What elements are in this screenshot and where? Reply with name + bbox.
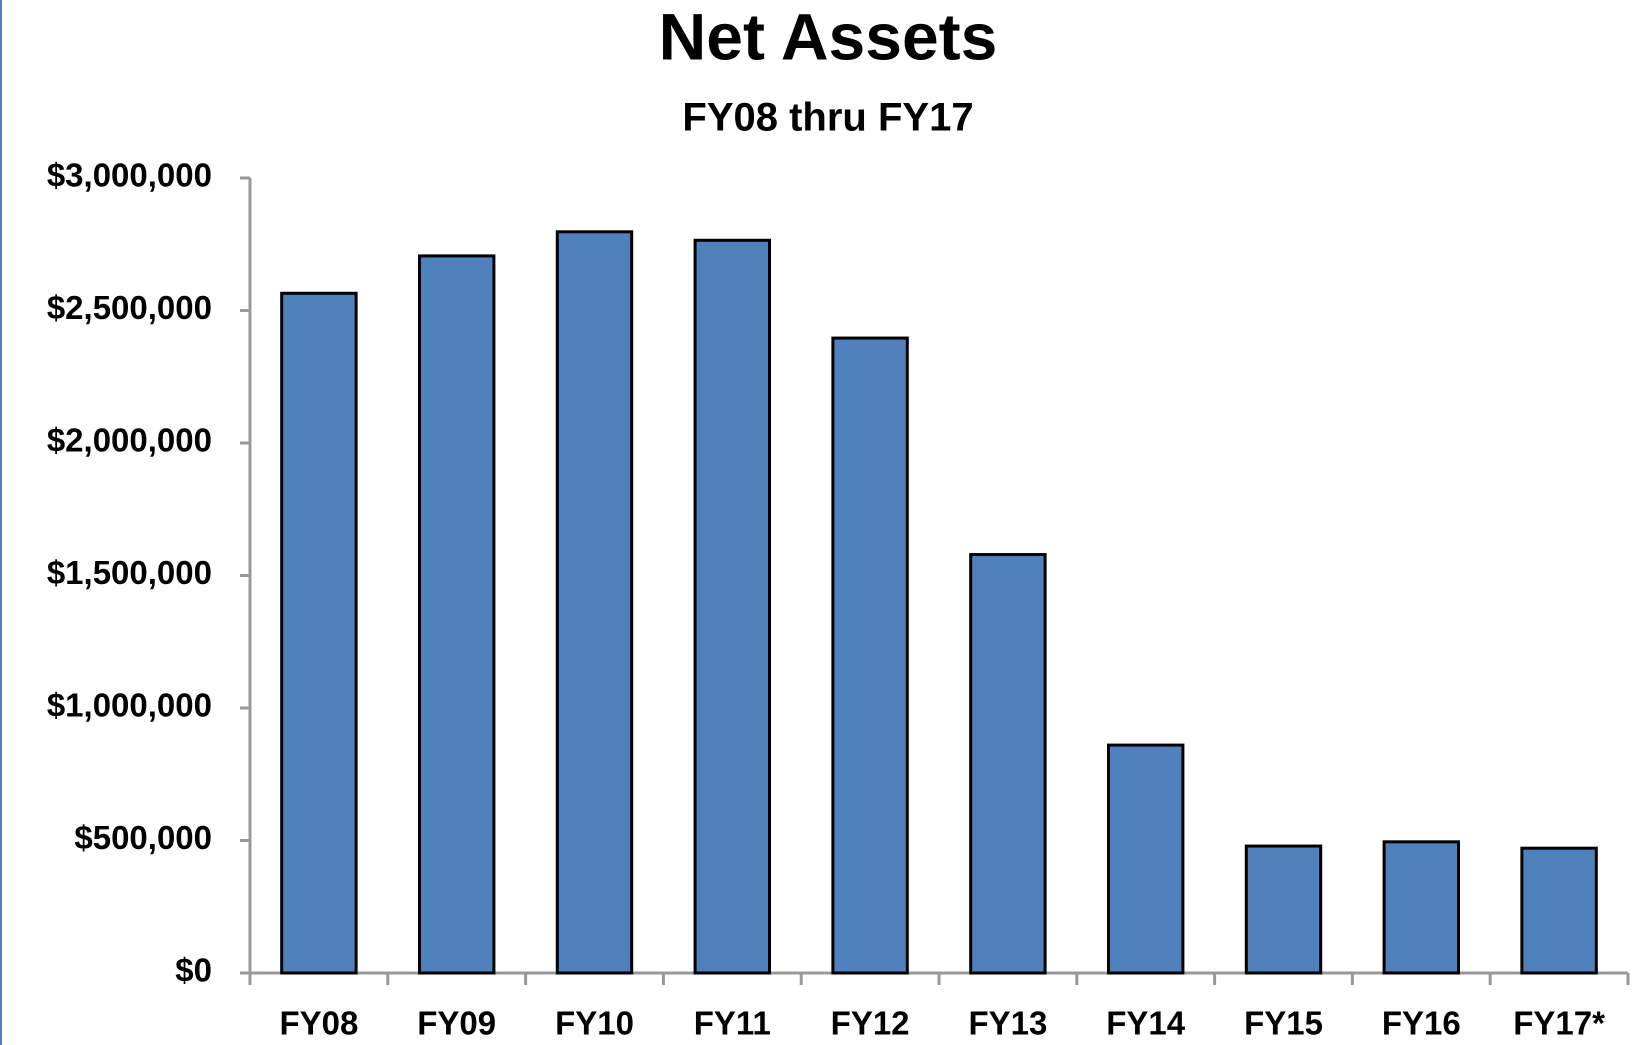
y-tick-label: $1,000,000 — [47, 687, 212, 724]
y-tick-label: $0 — [175, 952, 212, 989]
x-tick-label: FY13 — [968, 1005, 1047, 1042]
bar — [693, 238, 772, 975]
bar — [417, 254, 496, 975]
x-tick-label: FY09 — [417, 1005, 496, 1042]
x-tick-label: FY16 — [1382, 1005, 1461, 1042]
x-tick-label: FY12 — [831, 1005, 910, 1042]
y-tick-label: $2,000,000 — [47, 422, 212, 459]
y-tick-label: $3,000,000 — [47, 157, 212, 194]
bar — [969, 553, 1047, 975]
bar — [280, 291, 358, 975]
y-tick-label: $1,500,000 — [47, 554, 212, 591]
bar — [555, 230, 634, 975]
x-tick-label: FY10 — [555, 1005, 634, 1042]
chart-title: Net Assets — [659, 0, 998, 73]
y-tick-label: $2,500,000 — [47, 289, 212, 326]
x-tick-label: FY17* — [1513, 1005, 1605, 1042]
bar — [831, 336, 909, 975]
bar — [1244, 844, 1323, 975]
bar — [1520, 846, 1598, 975]
bar — [1382, 840, 1461, 975]
x-tick-label: FY11 — [694, 1005, 771, 1042]
x-tick-label: FY15 — [1244, 1005, 1323, 1042]
x-tick-label: FY08 — [279, 1005, 358, 1042]
x-tick-label: FY14 — [1106, 1005, 1186, 1042]
y-tick-label: $500,000 — [74, 819, 212, 856]
bar — [1106, 743, 1185, 975]
chart-subtitle: FY08 thru FY17 — [682, 96, 973, 140]
